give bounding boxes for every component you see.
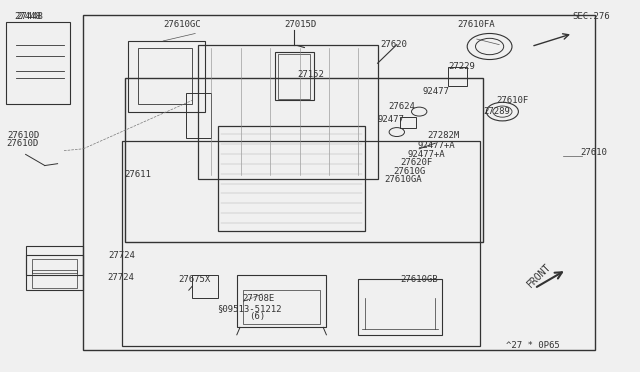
Text: 27448: 27448 bbox=[16, 12, 43, 21]
Bar bbox=[125, 78, 483, 242]
Text: 27282M: 27282M bbox=[428, 131, 460, 140]
Text: 27610FA: 27610FA bbox=[458, 20, 495, 29]
Bar bbox=[400, 117, 416, 128]
Text: 27675X: 27675X bbox=[178, 275, 210, 284]
Bar bbox=[83, 15, 595, 350]
Bar bbox=[275, 52, 314, 100]
Text: 27610F: 27610F bbox=[496, 96, 528, 105]
Bar bbox=[26, 255, 83, 275]
Bar bbox=[26, 246, 83, 290]
Text: 27610GB: 27610GB bbox=[400, 275, 438, 284]
Text: 27724: 27724 bbox=[109, 251, 136, 260]
Text: 27152: 27152 bbox=[298, 70, 324, 79]
Bar bbox=[32, 259, 77, 273]
Bar bbox=[243, 290, 320, 324]
Bar bbox=[192, 275, 218, 298]
Bar bbox=[186, 93, 211, 138]
Text: 27620: 27620 bbox=[381, 40, 408, 49]
Text: (6): (6) bbox=[250, 312, 266, 321]
Bar bbox=[128, 41, 205, 112]
Bar bbox=[32, 270, 77, 288]
Text: 27610GA: 27610GA bbox=[384, 175, 422, 184]
Bar bbox=[448, 67, 467, 86]
Text: 27724: 27724 bbox=[108, 273, 134, 282]
Text: 27624: 27624 bbox=[388, 102, 415, 110]
Text: 27289: 27289 bbox=[483, 107, 510, 116]
Text: §09513-51212: §09513-51212 bbox=[218, 304, 282, 313]
Text: 27611: 27611 bbox=[125, 170, 152, 179]
Bar bbox=[218, 126, 365, 231]
Text: 27708E: 27708E bbox=[242, 294, 274, 303]
Text: 92477: 92477 bbox=[378, 115, 404, 124]
Text: 27610D: 27610D bbox=[6, 139, 38, 148]
Text: 27448: 27448 bbox=[14, 12, 41, 21]
Text: FRONT: FRONT bbox=[525, 262, 553, 289]
Bar bbox=[358, 279, 442, 335]
Text: 92477: 92477 bbox=[422, 87, 449, 96]
Bar bbox=[198, 45, 378, 179]
Text: 27610GC: 27610GC bbox=[163, 20, 201, 29]
Text: 27610G: 27610G bbox=[393, 167, 425, 176]
Bar bbox=[138, 48, 192, 104]
Bar bbox=[278, 54, 310, 99]
Bar bbox=[237, 275, 326, 327]
Text: 27015D: 27015D bbox=[285, 20, 317, 29]
Text: 27610: 27610 bbox=[580, 148, 607, 157]
Text: 92477+A: 92477+A bbox=[417, 141, 455, 150]
Text: 27610D: 27610D bbox=[8, 131, 40, 140]
Bar bbox=[122, 141, 480, 346]
Text: 27620F: 27620F bbox=[400, 158, 432, 167]
Text: ^27 * 0P65: ^27 * 0P65 bbox=[506, 341, 559, 350]
Text: 92477+A: 92477+A bbox=[407, 150, 445, 159]
Bar bbox=[6, 22, 70, 104]
Text: 27229: 27229 bbox=[448, 62, 475, 71]
Text: SEC.276: SEC.276 bbox=[573, 12, 611, 21]
